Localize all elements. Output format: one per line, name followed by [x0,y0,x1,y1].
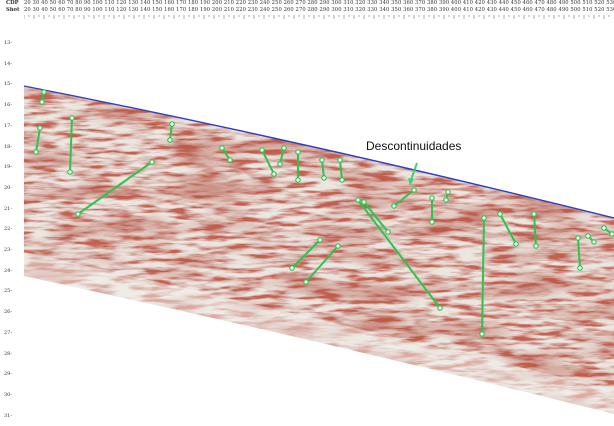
fault-endpoint [361,199,367,205]
depth-label: 25- [4,288,13,295]
fault-endpoint [609,231,614,237]
fault-line [499,213,517,245]
fault-endpoint [531,211,537,217]
fault-endpoint [497,211,503,217]
depth-label: 15- [4,81,13,88]
trace-tick-strip [24,15,610,19]
fault-endpoint [411,187,417,193]
fault-endpoint [445,189,451,195]
fault-endpoint [339,177,345,183]
fault-endpoint [167,137,173,143]
fault-endpoint [443,197,449,203]
fault-endpoint [277,161,283,167]
fault-line [69,117,73,173]
fault-endpoint [385,229,391,235]
shot-axis-label: Shot [6,7,20,13]
cdp-axis-label: CDP [6,0,19,6]
fault-endpoint [355,197,361,203]
depth-label: 30- [4,391,13,398]
fault-endpoint [271,171,277,177]
fault-endpoint [69,115,75,121]
shot-axis-values: 20 30 40 50 60 70 80 90 100 110 120 130 … [24,7,614,13]
annotation-arrow [408,162,418,186]
fault-endpoint [429,219,435,225]
fault-endpoint [513,241,519,247]
fault-endpoint [289,265,295,271]
fault-endpoint [317,237,323,243]
depth-label: 31- [4,412,13,419]
fault-endpoint [149,159,155,165]
fault-line [363,201,389,233]
fault-endpoint [295,177,301,183]
fault-line [393,189,415,207]
fault-endpoint [67,169,73,175]
fault-endpoint [429,195,435,201]
depth-axis: 13- 14- 15- 16- 17- 18- 19- 20- 21- 22- 23- 24- 25- 2… [0,20,24,426]
fault-endpoint [227,157,233,163]
depth-label: 19- [4,164,13,171]
fault-endpoint [33,149,39,155]
discontinuity-annotation-label: Descontinuidades [366,139,462,153]
depth-label: 21- [4,205,13,212]
fault-endpoint [259,147,265,153]
fault-line [339,159,343,181]
fault-line [35,127,41,153]
fault-endpoint [39,99,45,105]
depth-label: 29- [4,371,13,378]
fault-endpoint [601,225,607,231]
fault-endpoint [75,211,81,217]
fault-endpoint [219,145,225,151]
fault-endpoint [321,175,327,181]
depth-label: 27- [4,329,13,336]
fault-endpoint [41,89,47,95]
fault-line [577,237,581,269]
fault-endpoint [437,305,443,311]
fault-endpoint [303,279,309,285]
fault-line [533,213,537,247]
cdp-axis-row: CDP 20 30 40 50 60 70 80 90 100 110 120 … [0,0,614,9]
fault-endpoint [481,215,487,221]
depth-label: 16- [4,102,13,109]
fault-endpoint [533,243,539,249]
fault-endpoint [585,233,591,239]
depth-label: 26- [4,309,13,316]
depth-label: 18- [4,143,13,150]
fault-line [357,199,441,309]
depth-label: 14- [4,60,13,67]
depth-label: 13- [4,40,13,46]
fault-line [261,149,275,175]
fault-endpoint [319,157,325,163]
fault-endpoint [169,121,175,127]
fault-endpoint [295,149,301,155]
fault-line [305,245,339,283]
fault-endpoint [337,157,343,163]
depth-label: 23- [4,247,13,253]
horizon-line [23,85,614,219]
fault-endpoint [37,125,43,131]
cdp-axis-values: 20 30 40 50 60 70 80 90 100 110 120 130 … [24,0,614,6]
fault-line [481,217,485,335]
fault-endpoint [575,235,581,241]
data-wedge [24,86,614,414]
depth-label: 17- [4,122,13,129]
depth-label: 24- [4,267,13,274]
fault-line [77,161,153,215]
fault-endpoint [281,145,287,151]
fault-endpoint [335,243,341,249]
fault-endpoint [577,265,583,271]
shot-axis-row: Shot 20 30 40 50 60 70 80 90 100 110 120… [0,7,614,16]
fault-line [321,159,325,179]
fault-endpoint [591,239,597,245]
fault-endpoint [479,331,485,337]
depth-label: 20- [4,184,13,191]
depth-label: 22- [4,226,13,233]
fault-line [291,239,321,269]
fault-annotations [33,89,614,337]
depth-label: 28- [4,350,13,357]
fault-endpoint [391,203,397,209]
